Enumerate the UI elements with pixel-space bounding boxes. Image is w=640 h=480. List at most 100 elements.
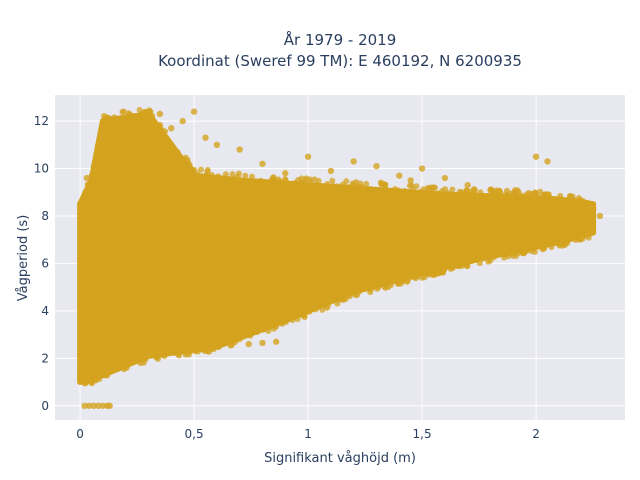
edge-point <box>218 175 225 182</box>
edge-point <box>341 183 348 190</box>
scatter-point <box>304 236 312 243</box>
edge-point <box>158 127 165 134</box>
scatter-point <box>83 374 91 381</box>
edge-point <box>471 186 478 193</box>
edge-point <box>503 191 510 198</box>
scatter-point <box>532 193 540 201</box>
chart-title-line-1: År 1979 - 2019 <box>284 30 397 49</box>
edge-point <box>270 174 277 181</box>
edge-point <box>184 345 191 352</box>
edge-point <box>162 348 169 355</box>
scatter-point <box>532 153 540 160</box>
scatter-point <box>441 174 449 182</box>
y-tick-label: 4 <box>41 304 49 318</box>
edge-point <box>469 195 476 202</box>
scatter-point <box>327 167 335 175</box>
edge-point <box>277 318 284 325</box>
edge-point <box>570 196 577 203</box>
scatter-point <box>259 160 266 167</box>
scatter-point <box>97 189 104 196</box>
scatter-point <box>117 357 125 364</box>
edge-point <box>197 166 204 173</box>
edge-point <box>257 181 264 188</box>
edge-point <box>139 112 146 119</box>
edge-point <box>81 193 88 200</box>
x-tick-label: 1 <box>304 427 312 441</box>
edge-point <box>559 242 566 249</box>
scatter-point <box>86 331 93 338</box>
y-tick-label: 10 <box>34 162 49 176</box>
edge-point <box>334 300 341 307</box>
edge-point <box>354 292 361 299</box>
scatter-point <box>236 146 243 153</box>
edge-point <box>228 179 235 186</box>
scatter-point <box>152 319 159 326</box>
scatter-point <box>179 117 186 125</box>
edge-point <box>243 182 250 189</box>
edge-point <box>202 343 209 350</box>
scatter-point <box>209 343 216 350</box>
edge-point <box>477 189 484 196</box>
edge-point <box>463 262 470 269</box>
edge-point <box>160 133 167 140</box>
edge-point <box>395 187 402 194</box>
scatter-point <box>245 340 252 348</box>
scatter-point <box>464 248 471 255</box>
edge-point <box>382 184 389 191</box>
scatter-point <box>578 217 585 224</box>
scatter-point <box>127 355 134 362</box>
edge-point <box>204 348 211 355</box>
edge-point <box>329 177 336 184</box>
edge-point <box>312 306 319 313</box>
edge-point <box>490 249 497 256</box>
edge-point <box>441 265 448 272</box>
edge-point <box>242 172 249 179</box>
scatter-point <box>270 286 278 293</box>
scatter-point <box>316 189 323 196</box>
scatter-point <box>596 212 604 220</box>
scatter-point <box>111 359 118 367</box>
scatter-point <box>140 352 148 360</box>
edge-point <box>485 258 492 265</box>
edge-point <box>147 108 154 115</box>
scatter-point <box>122 134 129 141</box>
edge-point <box>544 191 551 198</box>
edge-point <box>525 242 532 249</box>
scatter-point <box>190 345 198 353</box>
scatter-point <box>282 170 289 177</box>
edge-point <box>204 168 211 175</box>
data-points <box>79 108 604 409</box>
zero-period-point <box>81 402 88 409</box>
edge-point <box>333 295 340 302</box>
edge-point <box>361 186 368 193</box>
edge-point <box>100 112 107 119</box>
edge-point <box>107 115 114 122</box>
edge-point <box>406 271 413 278</box>
edge-point <box>401 188 408 195</box>
scatter-point <box>578 200 585 208</box>
scatter-point <box>544 158 551 165</box>
edge-point <box>302 176 309 183</box>
scatter-point <box>156 272 164 279</box>
scatter-point <box>79 369 86 376</box>
scatter-point <box>138 255 145 262</box>
edge-point <box>273 323 280 330</box>
edge-point <box>189 166 196 173</box>
edge-point <box>300 312 307 319</box>
edge-point <box>372 282 379 289</box>
scatter-point <box>589 205 597 213</box>
edge-point <box>235 170 242 177</box>
edge-point <box>444 195 451 202</box>
edge-point <box>515 189 522 196</box>
scatter-point <box>145 331 152 338</box>
edge-point <box>490 254 497 261</box>
edge-point <box>363 180 370 187</box>
scatter-point <box>90 181 97 189</box>
edge-point <box>136 106 143 113</box>
edge-point <box>565 197 572 204</box>
edge-point <box>229 171 236 178</box>
edge-point <box>319 306 326 313</box>
edge-point <box>330 182 337 189</box>
edge-point <box>263 181 270 188</box>
scatter-point <box>108 160 116 167</box>
